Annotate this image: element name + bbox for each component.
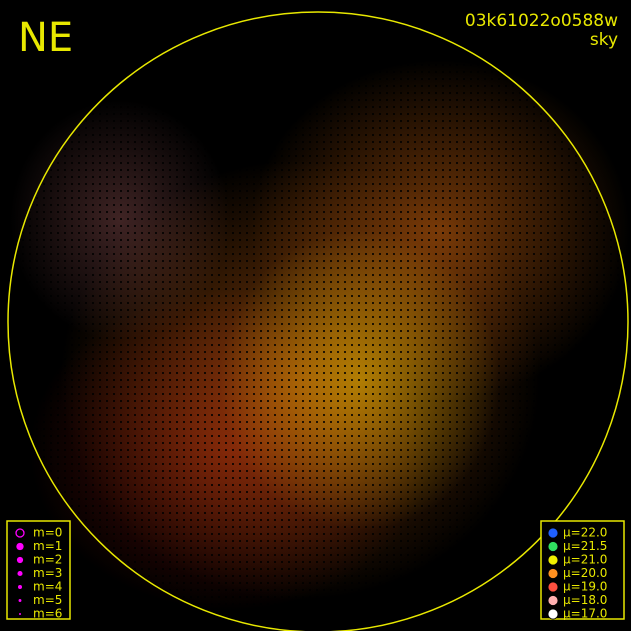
brightness-marker bbox=[547, 581, 559, 593]
brightness-label: μ=17.0 bbox=[563, 607, 607, 621]
brightness-label: μ=22.0 bbox=[563, 526, 607, 540]
brightness-marker bbox=[547, 568, 559, 579]
magnitude-marker bbox=[18, 585, 22, 589]
brightness-marker bbox=[547, 527, 559, 539]
legends: m=0m=1m=2m=3m=4m=5m=6μ=22.0μ=21.5μ=21.0μ… bbox=[15, 526, 607, 621]
brightness-label: μ=21.0 bbox=[563, 553, 607, 567]
magnitude-marker bbox=[16, 556, 24, 564]
magnitude-label: m=4 bbox=[33, 580, 62, 594]
magnitude-label: m=1 bbox=[33, 539, 62, 553]
magnitude-legend bbox=[6, 520, 71, 620]
image-id: 03k61022o0588w bbox=[465, 11, 618, 31]
star-field bbox=[10, 14, 630, 630]
brightness-marker bbox=[547, 608, 559, 620]
brightness-marker bbox=[547, 595, 559, 606]
magnitude-label: m=2 bbox=[33, 553, 62, 567]
magnitude-marker bbox=[19, 613, 21, 615]
brightness-label: μ=18.0 bbox=[563, 593, 607, 607]
magnitude-marker bbox=[17, 570, 23, 577]
magnitude-marker bbox=[18, 599, 22, 602]
brightness-marker bbox=[547, 554, 559, 566]
brightness-label: μ=20.0 bbox=[563, 566, 607, 580]
magnitude-label: m=5 bbox=[33, 593, 62, 607]
image-mode: sky bbox=[590, 30, 618, 50]
brightness-label: μ=19.0 bbox=[563, 580, 607, 594]
magnitude-label: m=0 bbox=[33, 526, 62, 540]
horizon-circle bbox=[7, 11, 629, 631]
magnitude-label: m=3 bbox=[33, 566, 62, 580]
magnitude-marker bbox=[16, 542, 24, 551]
direction-label: NE bbox=[18, 15, 73, 61]
brightness-marker bbox=[547, 541, 559, 552]
star-texture bbox=[10, 14, 626, 630]
magnitude-marker bbox=[15, 528, 25, 538]
brightness-label: μ=21.5 bbox=[563, 539, 607, 553]
magnitude-label: m=6 bbox=[33, 607, 62, 621]
